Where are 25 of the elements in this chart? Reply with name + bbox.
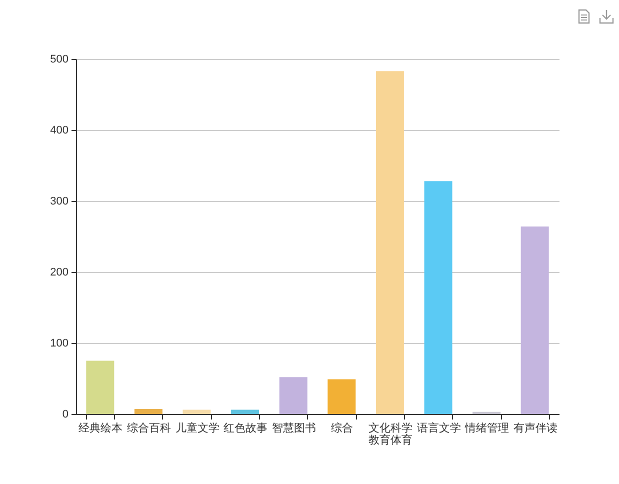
bar [134, 409, 162, 414]
y-tick-label: 200 [50, 266, 68, 278]
x-tick-label: 儿童文学 [175, 422, 220, 434]
x-tick-label: 综合百科 [126, 422, 171, 434]
x-tick-label: 经典绘本 [78, 422, 123, 434]
bar [86, 360, 114, 414]
x-tick-label: 智慧图书 [272, 422, 316, 434]
bar [520, 226, 549, 414]
x-tick-label: 语言文学 [416, 422, 461, 434]
y-tick-label: 400 [50, 124, 68, 136]
y-tick-label: 100 [50, 338, 68, 350]
x-tick-label: 综合 [331, 422, 354, 434]
bar [182, 410, 211, 414]
bar [279, 377, 308, 414]
y-tick-label: 0 [62, 408, 68, 420]
x-tick-label: 红色故事 [224, 422, 268, 434]
bar [231, 410, 260, 414]
bar [424, 181, 452, 414]
x-tick-label: 情绪管理 [464, 422, 510, 434]
x-tick-label: 文化科学教育体育 [368, 422, 412, 446]
y-tick-label: 500 [50, 54, 68, 66]
x-tick-label: 有声伴读 [513, 422, 558, 434]
bar [376, 71, 404, 414]
bar [328, 379, 356, 414]
y-tick-label: 300 [50, 196, 68, 208]
